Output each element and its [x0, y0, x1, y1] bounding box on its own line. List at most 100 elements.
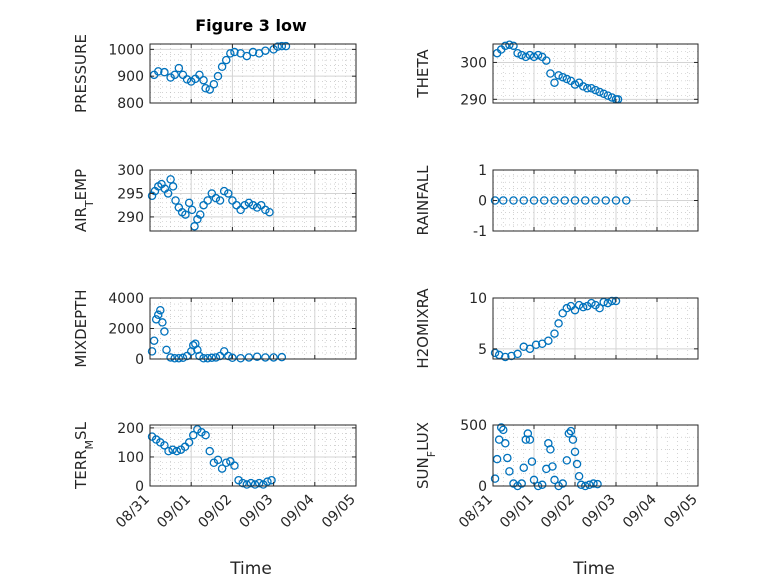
- data-point: [181, 210, 190, 219]
- data-point: [230, 47, 239, 57]
- data-point: [546, 69, 555, 78]
- x-tick-label: 08/31: [113, 492, 153, 532]
- data-point: [570, 305, 580, 315]
- data-point: [269, 353, 278, 362]
- data-point: [501, 352, 510, 362]
- data-point: [160, 67, 169, 77]
- data-point: [611, 196, 621, 205]
- data-point: [230, 461, 239, 470]
- data-point: [149, 336, 159, 345]
- data-point: [252, 352, 262, 361]
- data-point: [496, 423, 506, 432]
- data-point: [490, 474, 500, 483]
- y-tick-label: 500: [460, 418, 487, 434]
- data-point: [228, 353, 237, 363]
- data-point: [581, 196, 590, 205]
- data-point: [589, 479, 598, 488]
- data-point: [211, 193, 221, 203]
- data-point: [158, 318, 167, 327]
- data-point: [501, 439, 510, 448]
- data-point: [281, 41, 291, 51]
- data-point: [174, 63, 184, 73]
- x-tick-label: 09/04: [278, 491, 318, 531]
- data-point: [570, 196, 580, 205]
- data-point: [242, 480, 252, 489]
- y-tick-label: 300: [117, 163, 144, 179]
- subplot-air-temp: 290 295 300 AIRTEMP: [72, 163, 357, 232]
- data-point: [184, 198, 194, 208]
- data-point: [207, 353, 217, 363]
- y-tick-label: 1: [478, 163, 487, 179]
- data-point: [242, 51, 252, 61]
- data-point: [622, 196, 631, 205]
- y-axis-label-1: THETA: [414, 49, 432, 99]
- data-point: [583, 84, 592, 93]
- data-point: [554, 71, 563, 80]
- data-point: [611, 296, 621, 306]
- data-point: [562, 74, 572, 84]
- data-point: [205, 446, 214, 456]
- data-point: [498, 425, 508, 435]
- data-point: [490, 196, 500, 205]
- x-tick-label: 09/02: [538, 492, 578, 532]
- data-point: [203, 353, 212, 363]
- data-point: [513, 349, 522, 359]
- data-point: [195, 70, 204, 80]
- data-point: [550, 475, 559, 485]
- axes-box: [149, 424, 357, 487]
- data-point: [562, 303, 572, 313]
- data-point: [187, 205, 197, 215]
- data-point: [162, 345, 171, 355]
- y-tick-label: 295: [117, 186, 144, 202]
- x-tick-label: 08/31: [456, 492, 496, 532]
- data-point: [211, 353, 221, 362]
- y-axis-label-2: AIRTEMP: [72, 169, 96, 232]
- data-point: [578, 82, 588, 91]
- data-point: [595, 87, 604, 97]
- data-point: [205, 85, 214, 94]
- data-point: [550, 78, 559, 87]
- data-point: [267, 475, 276, 485]
- data-point: [207, 189, 217, 198]
- data-point: [599, 89, 608, 99]
- data-point: [265, 207, 274, 217]
- data-point: [501, 41, 510, 51]
- data-point: [509, 41, 518, 51]
- axes-box: [149, 169, 357, 232]
- data-point: [603, 91, 613, 100]
- data-point: [246, 478, 256, 488]
- data-point: [558, 308, 567, 318]
- data-point: [529, 52, 539, 62]
- plot-area: [493, 425, 698, 486]
- plot-area: [150, 170, 356, 231]
- y-tick-label: 100: [117, 450, 144, 466]
- data-point: [593, 479, 602, 489]
- y-tick-label: -1: [473, 224, 487, 240]
- data-point: [224, 189, 233, 198]
- data-point: [254, 478, 264, 488]
- y-axis-label-3: RAINFALL: [414, 165, 432, 236]
- data-point: [494, 435, 504, 444]
- data-point: [519, 196, 529, 205]
- data-point: [252, 203, 262, 212]
- data-point: [548, 462, 557, 471]
- data-point: [519, 463, 529, 472]
- data-point: [603, 298, 613, 308]
- data-point: [199, 200, 208, 210]
- subplot-theta: 290 300 THETA: [414, 40, 699, 108]
- y-tick-label: 800: [117, 96, 144, 112]
- data-point: [560, 196, 570, 205]
- data-point: [166, 353, 175, 362]
- axes-box: [149, 43, 357, 104]
- data-point: [546, 445, 555, 454]
- y-tick-label: 0: [135, 479, 144, 495]
- data-point: [224, 351, 233, 361]
- data-point: [217, 62, 227, 72]
- data-point: [529, 196, 539, 205]
- y-tick-label: 200: [117, 421, 144, 437]
- data-point: [591, 85, 600, 95]
- data-point: [277, 352, 287, 362]
- data-point: [513, 48, 522, 58]
- y-axis-label-6: TERRMSL: [72, 421, 96, 490]
- data-point: [542, 56, 551, 65]
